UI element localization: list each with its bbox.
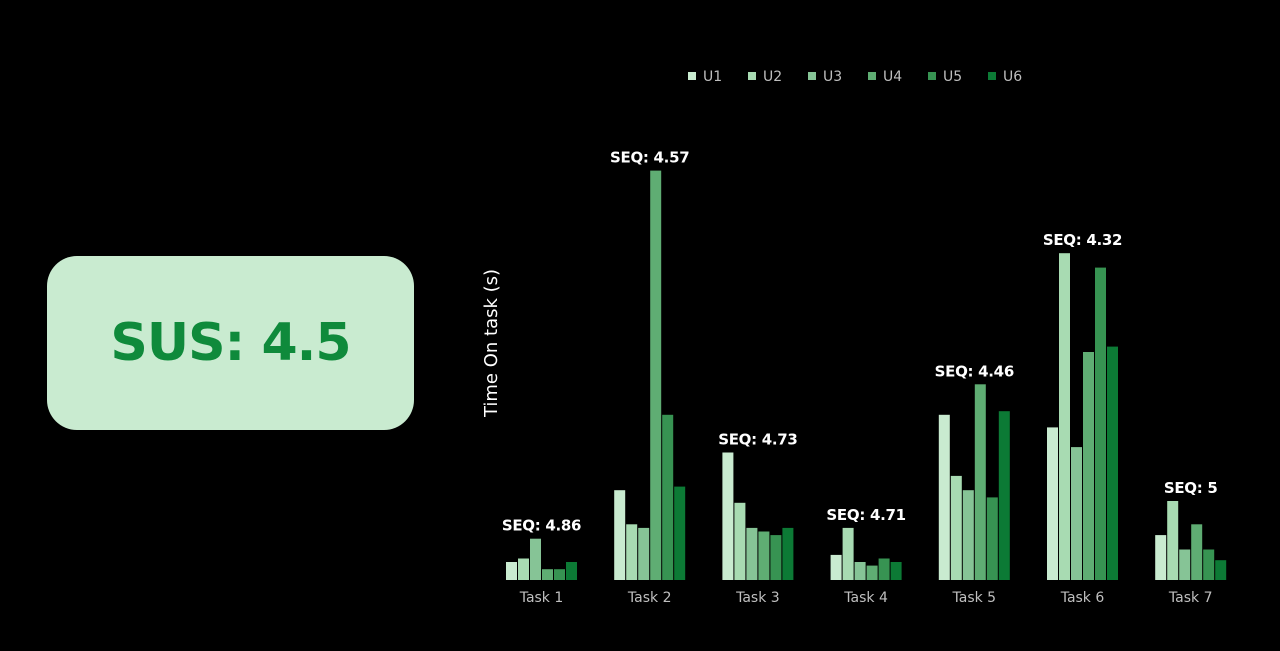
bar-u3-task-1 [530, 538, 541, 580]
bar-u6-task-7 [1215, 560, 1227, 580]
seq-label-task-4: SEQ: 4.71 [826, 506, 905, 524]
bar-u4-task-7 [1191, 524, 1203, 580]
bar-u5-task-7 [1203, 549, 1215, 580]
bar-u6-task-1 [566, 562, 577, 580]
seq-label-task-1: SEQ: 4.86 [502, 517, 581, 535]
bar-u1-task-2 [614, 490, 626, 580]
legend-label-u4: U4 [883, 69, 902, 85]
bar-u6-task-4 [890, 562, 902, 580]
bar-u2-task-5 [950, 475, 962, 580]
bar-u4-task-1 [542, 569, 553, 580]
bar-u1-task-3 [722, 452, 734, 580]
bars-group [506, 170, 1227, 580]
bar-u2-task-3 [734, 502, 746, 580]
bar-u2-task-7 [1167, 501, 1179, 580]
legend-label-u5: U5 [943, 69, 962, 85]
bar-u3-task-3 [746, 527, 758, 580]
legend-label-u3: U3 [823, 69, 842, 85]
bar-u3-task-2 [638, 527, 650, 580]
bar-u5-task-6 [1095, 267, 1106, 580]
seq-labels-group: SEQ: 4.86 SEQ: 4.57 SEQ: 4.73 SEQ: 4.71 SEQ:… [502, 149, 1218, 535]
bar-u4-task-3 [758, 531, 770, 580]
bar-u3-task-6 [1071, 447, 1082, 580]
y-axis-label: Time On task (s) [481, 269, 502, 418]
bar-u5-task-5 [986, 497, 998, 580]
legend-swatch-u3 [808, 72, 816, 80]
sus-score-card: SUS: 4.5 [47, 256, 414, 430]
bar-u2-task-1 [518, 558, 529, 580]
seq-label-task-7: SEQ: 5 [1164, 479, 1218, 497]
seq-label-task-2: SEQ: 4.57 [610, 149, 689, 167]
bar-u1-task-4 [830, 554, 842, 580]
bar-u4-task-4 [866, 565, 878, 580]
category-label-task-4: Task 4 [843, 590, 888, 606]
bar-u5-task-3 [770, 535, 782, 580]
legend-label-u2: U2 [763, 69, 782, 85]
seq-label-task-3: SEQ: 4.73 [718, 431, 797, 449]
bar-u5-task-4 [878, 558, 890, 580]
bar-u1-task-6 [1047, 427, 1058, 580]
legend-swatch-u1 [688, 72, 696, 80]
bar-u3-task-7 [1179, 549, 1191, 580]
legend-label-u1: U1 [703, 69, 722, 85]
bar-u5-task-2 [662, 414, 674, 580]
chart-legend: U1 U2 U3 U4 U5 U6 [688, 69, 1022, 85]
category-label-task-2: Task 2 [627, 590, 672, 606]
seq-label-task-6: SEQ: 4.32 [1043, 231, 1122, 249]
category-label-task-3: Task 3 [735, 590, 780, 606]
bar-u2-task-6 [1059, 253, 1070, 580]
category-labels-group: Task 1 Task 2 Task 3 Task 4 Task 5 Task 6 Task… [519, 590, 1213, 606]
category-label-task-1: Task 1 [519, 590, 564, 606]
category-label-task-6: Task 6 [1060, 590, 1105, 606]
bar-u1-task-7 [1155, 535, 1167, 580]
bar-u4-task-5 [974, 384, 986, 580]
bar-u3-task-4 [854, 562, 866, 580]
bar-u2-task-4 [842, 527, 854, 580]
bar-u2-task-2 [626, 524, 638, 580]
bar-u4-task-2 [650, 170, 662, 580]
legend-swatch-u5 [928, 72, 936, 80]
bar-u1-task-1 [506, 562, 517, 580]
bar-u3-task-5 [962, 490, 974, 580]
category-label-task-5: Task 5 [952, 590, 997, 606]
bar-u4-task-6 [1083, 352, 1094, 580]
legend-swatch-u2 [748, 72, 756, 80]
bar-u5-task-1 [554, 569, 565, 580]
bar-u6-task-6 [1107, 346, 1118, 580]
category-label-task-7: Task 7 [1168, 590, 1213, 606]
legend-swatch-u6 [988, 72, 996, 80]
bar-u6-task-3 [782, 527, 794, 580]
bar-u1-task-5 [938, 414, 950, 580]
seq-label-task-5: SEQ: 4.46 [935, 362, 1014, 380]
bar-u6-task-5 [998, 411, 1010, 580]
sus-score-label: SUS: 4.5 [110, 313, 351, 373]
legend-label-u6: U6 [1003, 69, 1022, 85]
legend-swatch-u4 [868, 72, 876, 80]
bar-u6-task-2 [674, 486, 686, 580]
